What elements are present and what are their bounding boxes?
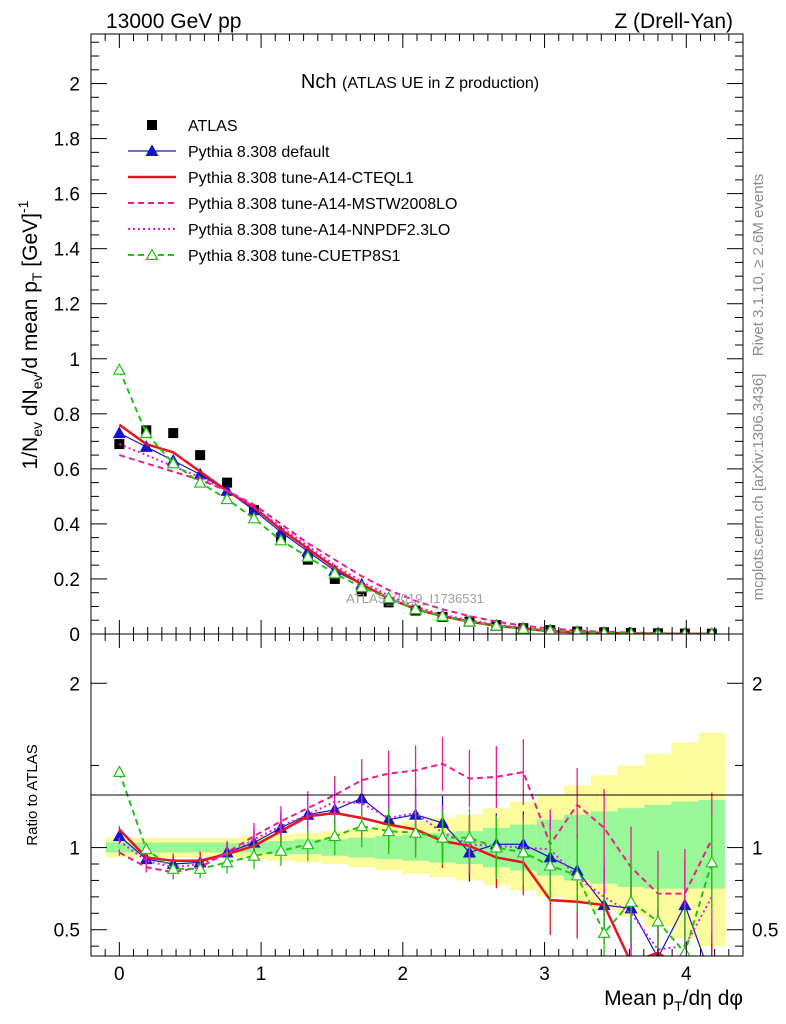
header-right: Z (Drell-Yan) (614, 10, 733, 33)
ratio-marker-cuetp (328, 829, 342, 842)
x-tick-label: 0 (114, 964, 125, 985)
ratio-marker-cuetp (435, 830, 450, 843)
main-marker-cuetp (166, 456, 180, 469)
ratio-marker-cuetp (705, 855, 719, 868)
atlas-data-point (329, 573, 340, 584)
main-marker-cuetp (489, 619, 503, 631)
main-marker-cuetp (328, 566, 342, 579)
ratio-plot-series (112, 736, 719, 984)
x-tick-label: 3 (539, 964, 550, 985)
main-marker-cuetp (572, 625, 582, 634)
ratio-band-inner (348, 837, 376, 858)
legend-label-mstw: Pythia 8.308 tune-A14-MSTW2008LO (188, 196, 457, 213)
ratio-marker-cuetp (516, 845, 530, 858)
atlas-data-point (222, 477, 233, 488)
main-marker-cuetp (139, 426, 153, 439)
ratio-band-inner (159, 842, 187, 853)
legend-label-cuetp: Pythia 8.308 tune-CUETP8S1 (188, 248, 401, 265)
main-marker-cuetp (301, 550, 315, 562)
ratio-marker-cuetp (489, 840, 503, 853)
ratio-marker-cuetp (679, 945, 691, 956)
ratio-y-tick-label-right: 1 (752, 839, 763, 860)
ratio-y-tick-label-right: 2 (752, 674, 763, 695)
main-marker-cuetp (193, 475, 207, 488)
ratio-marker-default (706, 974, 717, 984)
atlas-data-point (195, 450, 206, 461)
x-tick-label: 1 (256, 964, 267, 985)
ratio-marker-cuetp (247, 849, 261, 861)
main-plot-series (112, 363, 717, 634)
main-marker-cuetp (435, 609, 450, 622)
y-tick-label: 0.4 (54, 515, 81, 536)
ratio-y-tick-label-left: 0.5 (54, 921, 80, 942)
ratio-marker-cuetp (597, 926, 611, 939)
ratio-marker-cuetp (274, 844, 288, 856)
legend-marker-atlas (147, 120, 157, 130)
y-tick-label: 0.8 (54, 405, 80, 426)
axes-ticks: 0 1 2 3 4 0 0.2 0.4 0.6 0.8 1 1.2 1.4 1.6 1.8 2 0.5 0.5 1 1… (54, 34, 778, 985)
plot-title-sub: (ATLAS UE in Z production) (342, 75, 539, 92)
analysis-watermark: ATLAS_2019_I1736531 (346, 591, 484, 606)
ratio-marker-cuetp (543, 858, 557, 871)
y-tick-label: 1 (69, 350, 80, 371)
ratio-band-inner (105, 842, 133, 853)
ratio-y-tick-label-left: 1 (69, 839, 80, 860)
main-marker-cuetp (409, 602, 423, 615)
main-marker-cuetp (220, 492, 234, 505)
legend-marker-default (145, 144, 159, 156)
x-tick-label: 2 (398, 964, 409, 985)
ratio-marker-cuetp (651, 914, 665, 927)
y-tick-label: 1.2 (54, 295, 80, 316)
ratio-marker-cuetp (462, 830, 476, 843)
ratio-marker-cuetp (624, 895, 638, 907)
main-marker-cuetp (516, 622, 530, 634)
main-marker-cuetp (247, 511, 261, 524)
ratio-marker-cuetp (355, 819, 369, 832)
ratio-y-tick-label-right: 0.5 (752, 921, 778, 942)
ratio-marker-cuetp (166, 862, 180, 874)
y-tick-label: 2 (69, 75, 80, 96)
main-marker-cuetp (544, 623, 556, 634)
mcplots-reference-label: mcplots.cern.ch [arXiv:1306.3436] (750, 374, 767, 601)
plot-title: Nch (ATLAS UE in Z production) (301, 71, 539, 93)
y-tick-label: 1.6 (54, 185, 80, 206)
ratio-marker-cuetp (220, 855, 234, 868)
main-marker-default (139, 440, 153, 452)
x-tick-label: 4 (681, 964, 692, 985)
y-tick-label: 0.2 (54, 570, 80, 591)
atlas-data-point (168, 428, 179, 439)
main-marker-cuetp (355, 580, 369, 593)
y-tick-label: 0.6 (54, 460, 80, 481)
legend-label-cteql1: Pythia 8.308 tune-A14-CTEQL1 (188, 170, 414, 187)
main-marker-cuetp (382, 591, 396, 604)
ratio-marker-cuetp (112, 765, 126, 778)
ratio-marker-cuetp (409, 826, 423, 838)
legend-label-nnpdf: Pythia 8.308 tune-A14-NNPDF2.3LO (188, 222, 450, 239)
ratio-marker-cuetp (139, 842, 153, 855)
ratio-marker-cuetp (570, 868, 584, 881)
y-tick-label: 1.8 (54, 130, 80, 151)
plot-title-main: Nch (301, 71, 337, 93)
y-axis-label-main: 1/Nev dNev/d mean pT [GeV]-1 (15, 200, 45, 469)
legend: ATLAS Pythia 8.308 default Pythia 8.308 tu… (128, 118, 457, 265)
ratio-marker-cuetp (382, 824, 396, 837)
y-tick-label: 0 (69, 625, 80, 646)
y-tick-label: 1.4 (54, 240, 81, 261)
main-marker-cuetp (462, 614, 476, 627)
main-marker-cuetp (112, 363, 126, 375)
ratio-y-tick-label-left: 2 (69, 674, 80, 695)
x-axis-label: Mean pT/dη dφ (604, 987, 743, 1014)
legend-label-atlas: ATLAS (188, 118, 238, 135)
rivet-version-label: Rivet 3.1.10, ≥ 2.6M events (750, 174, 767, 357)
ratio-marker-cuetp (301, 837, 315, 850)
header-left: 13000 GeV pp (106, 10, 241, 33)
ratio-marker-cuetp (193, 862, 207, 874)
main-marker-cuetp (274, 533, 288, 546)
y-axis-label-ratio: Ratio to ATLAS (24, 744, 41, 845)
main-marker-default (112, 426, 126, 439)
ratio-band-inner (186, 842, 214, 853)
legend-marker-cuetp (145, 248, 159, 260)
legend-label-default: Pythia 8.308 default (188, 144, 330, 161)
